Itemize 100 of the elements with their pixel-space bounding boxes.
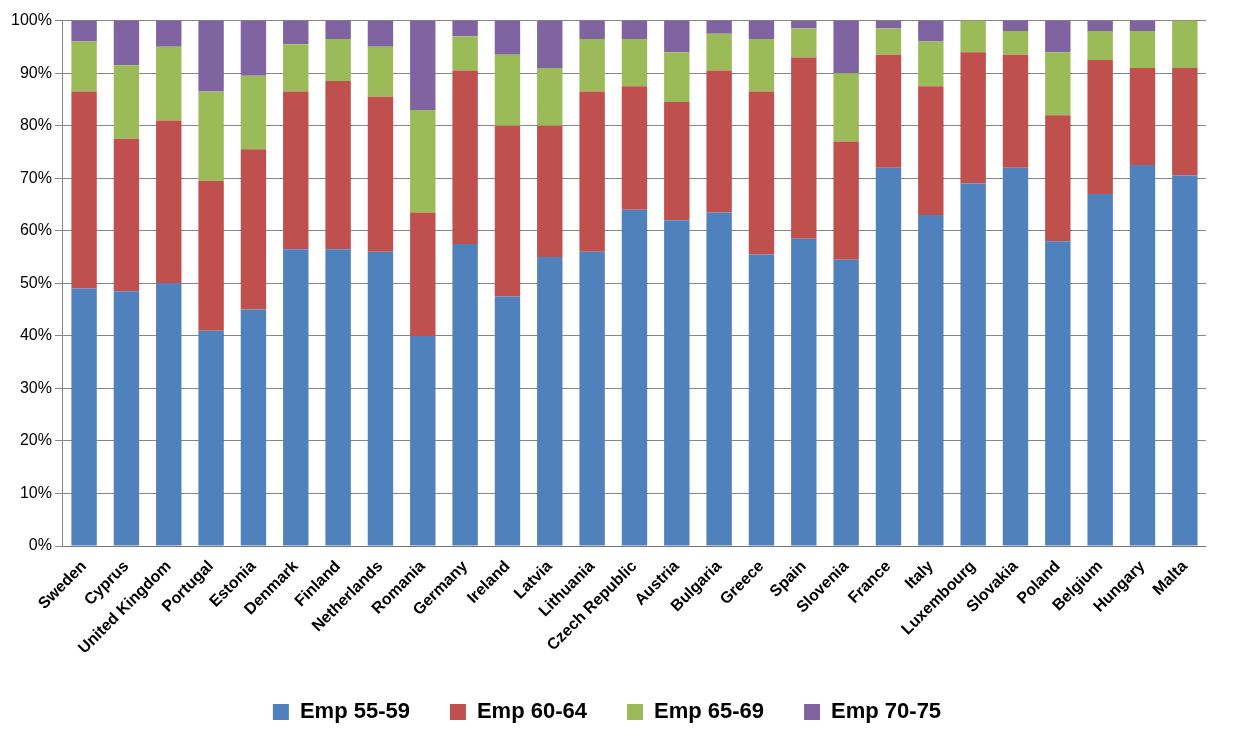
bar [791, 28, 817, 58]
bar [537, 125, 563, 258]
bar [621, 86, 648, 210]
bar [283, 91, 309, 250]
bar [875, 167, 902, 546]
y-tick-label: 100% [11, 11, 52, 29]
bar [198, 20, 224, 92]
bar [960, 20, 986, 53]
bar [71, 91, 97, 289]
y-tick-label: 30% [19, 378, 52, 396]
bar [367, 46, 394, 97]
bar [791, 238, 817, 546]
bar [1045, 52, 1071, 116]
bar [960, 183, 986, 546]
bar [1087, 194, 1113, 546]
bar [918, 215, 944, 546]
bar [579, 20, 605, 39]
bar [1045, 241, 1071, 546]
bar [706, 212, 732, 546]
y-tick-label: 0% [28, 536, 52, 554]
bar [579, 251, 605, 546]
bar [1087, 31, 1113, 61]
bar [410, 212, 436, 336]
y-tick-label: 80% [19, 116, 52, 134]
bar [71, 41, 97, 92]
bar [664, 102, 690, 221]
bar [621, 20, 648, 39]
bar [1002, 31, 1029, 55]
bar [452, 70, 478, 244]
legend-label: Emp 65-69 [654, 698, 765, 724]
bar [410, 109, 436, 213]
bar [791, 57, 817, 239]
legend-label: Emp 55-59 [299, 698, 410, 724]
bar [833, 73, 859, 142]
bar [1045, 115, 1071, 242]
bar [706, 33, 732, 71]
bar [621, 38, 648, 87]
bar [452, 243, 478, 546]
bar [664, 52, 690, 103]
bar [494, 296, 521, 546]
bar [664, 220, 690, 546]
bar [198, 330, 224, 546]
bar [113, 20, 140, 66]
bar [325, 249, 351, 546]
bar [664, 20, 690, 53]
bar [833, 259, 859, 546]
y-tick-label: 20% [19, 431, 52, 449]
bar [283, 249, 309, 546]
legend-label: Emp 60-64 [476, 698, 588, 724]
bar [1129, 165, 1156, 546]
y-tick-label: 40% [19, 326, 52, 344]
legend-label: Emp 70-75 [831, 698, 942, 724]
y-tick-label: 90% [19, 63, 52, 81]
bar [1129, 67, 1156, 166]
bar [71, 20, 97, 42]
bar [1002, 20, 1029, 32]
bar [240, 149, 267, 310]
bar [71, 288, 97, 546]
y-tick-label: 60% [19, 221, 52, 239]
bar [113, 138, 140, 292]
bar [1087, 20, 1113, 32]
bar [240, 20, 267, 76]
bar [1002, 167, 1029, 546]
bar [156, 20, 182, 47]
bar [748, 254, 775, 546]
bar [748, 38, 775, 92]
y-tick-label: 50% [19, 273, 52, 291]
bar [706, 20, 732, 34]
bar [1129, 31, 1156, 68]
bar [156, 283, 182, 546]
bar [918, 41, 944, 87]
bar [621, 209, 648, 546]
bar [494, 20, 521, 55]
bar [367, 251, 394, 546]
bar [1002, 54, 1029, 168]
bar [198, 91, 224, 181]
bar [452, 36, 478, 71]
bar [156, 120, 182, 284]
bar [537, 257, 563, 546]
bar [1172, 20, 1198, 68]
bar [960, 52, 986, 184]
bar [537, 67, 563, 126]
bar [198, 180, 224, 331]
bar [748, 20, 775, 39]
bar [410, 335, 436, 546]
bar [367, 96, 394, 252]
bar [748, 91, 775, 255]
y-tick-label: 70% [19, 168, 52, 186]
bar [113, 291, 140, 546]
bar [283, 44, 309, 92]
bar [1087, 60, 1113, 195]
bar [240, 75, 267, 150]
bar [833, 141, 859, 260]
bar [494, 125, 521, 297]
bar [791, 20, 817, 29]
bar [537, 20, 563, 68]
bar [1129, 20, 1156, 32]
bar [833, 20, 859, 74]
y-tick-label: 10% [19, 483, 52, 501]
bar [706, 70, 732, 213]
